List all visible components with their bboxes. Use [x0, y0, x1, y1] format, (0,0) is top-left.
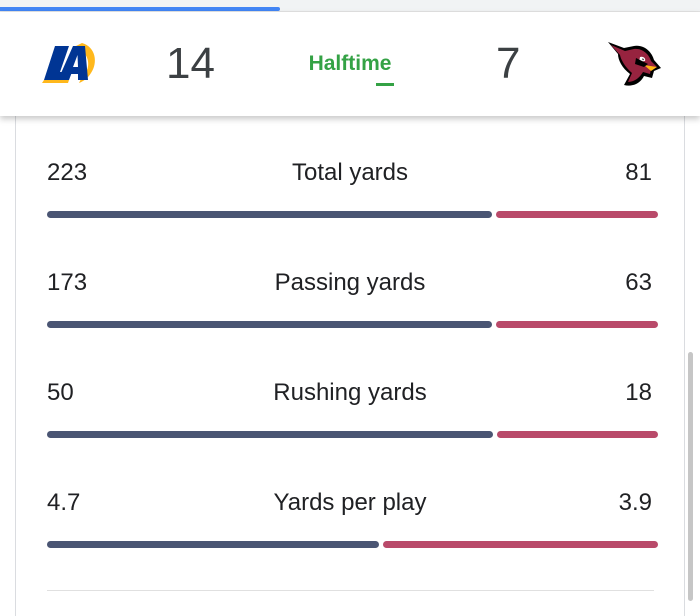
game-status[interactable]: Halftime [308, 52, 392, 75]
stat-comparison-bar [47, 541, 658, 548]
away-stat-value: 81 [625, 159, 652, 186]
home-stat-value: 50 [47, 379, 74, 406]
stat-label: Passing yards [274, 269, 426, 296]
home-stat-bar [47, 321, 492, 328]
away-stat-bar [496, 211, 658, 218]
stat-label: Yards per play [273, 489, 427, 516]
stat-comparison-bar [47, 321, 658, 328]
away-stat-bar [497, 431, 658, 438]
stat-comparison-bar [47, 211, 658, 218]
away-stat-bar [383, 541, 658, 548]
home-stat-bar [47, 541, 379, 548]
cardinals-logo-icon[interactable] [604, 38, 662, 90]
stat-row-total-yards: 223 Total yards 81 [16, 158, 684, 238]
scrollbar-thumb[interactable] [688, 352, 693, 601]
away-stat-value: 63 [625, 269, 652, 296]
stat-label: Total yards [291, 159, 409, 186]
away-stat-value: 18 [625, 379, 652, 406]
home-stat-bar [47, 431, 493, 438]
home-stat-value: 223 [47, 159, 88, 186]
home-stat-value: 4.7 [47, 489, 81, 516]
home-stat-bar [47, 211, 492, 218]
stat-row-rushing-yards: 50 Rushing yards 18 [16, 378, 684, 458]
team-stats-card: 223 Total yards 81 173 Passing yards 63 … [15, 116, 685, 616]
section-divider [47, 590, 654, 591]
stat-label: Rushing yards [273, 379, 427, 406]
away-stat-value: 3.9 [618, 489, 652, 516]
game-scoreboard[interactable]: 14 Halftime 7 [0, 12, 700, 116]
game-status-underline [376, 83, 394, 86]
page-load-progress-bar [0, 0, 700, 12]
stat-row-passing-yards: 173 Passing yards 63 [16, 268, 684, 348]
home-team-score: 14 [166, 39, 215, 88]
away-stat-bar [496, 321, 658, 328]
stat-row-yards-per-play: 4.7 Yards per play 3.9 [16, 488, 684, 568]
rams-logo-icon[interactable] [38, 38, 98, 86]
away-team-score: 7 [496, 39, 521, 88]
page-load-progress-fill [0, 7, 280, 11]
stat-comparison-bar [47, 431, 658, 438]
home-stat-value: 173 [47, 269, 88, 296]
